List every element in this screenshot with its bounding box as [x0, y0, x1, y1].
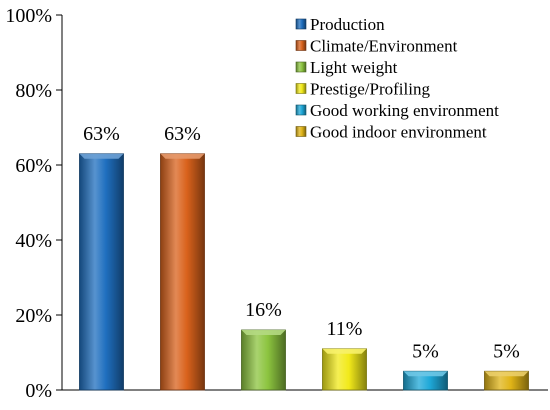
bar-body	[160, 153, 205, 391]
data-label: 16%	[245, 299, 282, 321]
bar	[241, 329, 286, 391]
y-tick-label: 0%	[25, 380, 52, 402]
legend: Production Climate/Environment Light weigh…	[295, 15, 499, 142]
legend-swatch	[295, 104, 307, 116]
axes: 0% 20% 40% 60% 80% 100%	[5, 5, 548, 402]
legend-swatch	[295, 40, 307, 51]
bar-body	[79, 153, 124, 391]
data-label: 5%	[412, 340, 439, 362]
legend-label: Production	[310, 15, 385, 34]
data-label: 63%	[83, 123, 120, 145]
bar-bevel	[79, 153, 124, 159]
data-label: 11%	[327, 318, 363, 340]
y-tick-label: 20%	[15, 305, 52, 327]
bar-bevel	[484, 371, 529, 377]
legend-label: Prestige/Profiling	[310, 80, 430, 99]
bar	[79, 153, 124, 391]
legend-label: Good working environment	[310, 101, 499, 120]
data-label: 63%	[164, 123, 201, 145]
bar	[160, 153, 205, 391]
legend-label: Good indoor environment	[310, 123, 487, 142]
legend-swatch	[295, 83, 307, 94]
y-tick-label: 40%	[15, 230, 52, 252]
bar	[322, 348, 367, 391]
data-label: 5%	[493, 340, 520, 362]
legend-label: Light weight	[310, 58, 398, 77]
bar	[484, 370, 529, 391]
bar-body	[322, 348, 367, 391]
bar	[403, 370, 448, 391]
bars	[79, 153, 529, 391]
legend-label: Climate/Environment	[310, 37, 458, 56]
bar-bevel	[160, 153, 205, 159]
bar-bevel	[403, 371, 448, 377]
bar-body	[241, 329, 286, 391]
bar-bevel	[241, 330, 286, 335]
data-labels: 63% 63% 16% 11% 5% 5%	[83, 123, 520, 363]
legend-swatch	[295, 61, 307, 73]
y-tick-label: 80%	[15, 80, 52, 102]
y-tick-label: 60%	[15, 155, 52, 177]
legend-swatch	[295, 126, 307, 137]
legend-swatch	[295, 18, 307, 30]
bar-bevel	[322, 348, 367, 354]
y-tick-label: 100%	[5, 5, 52, 27]
